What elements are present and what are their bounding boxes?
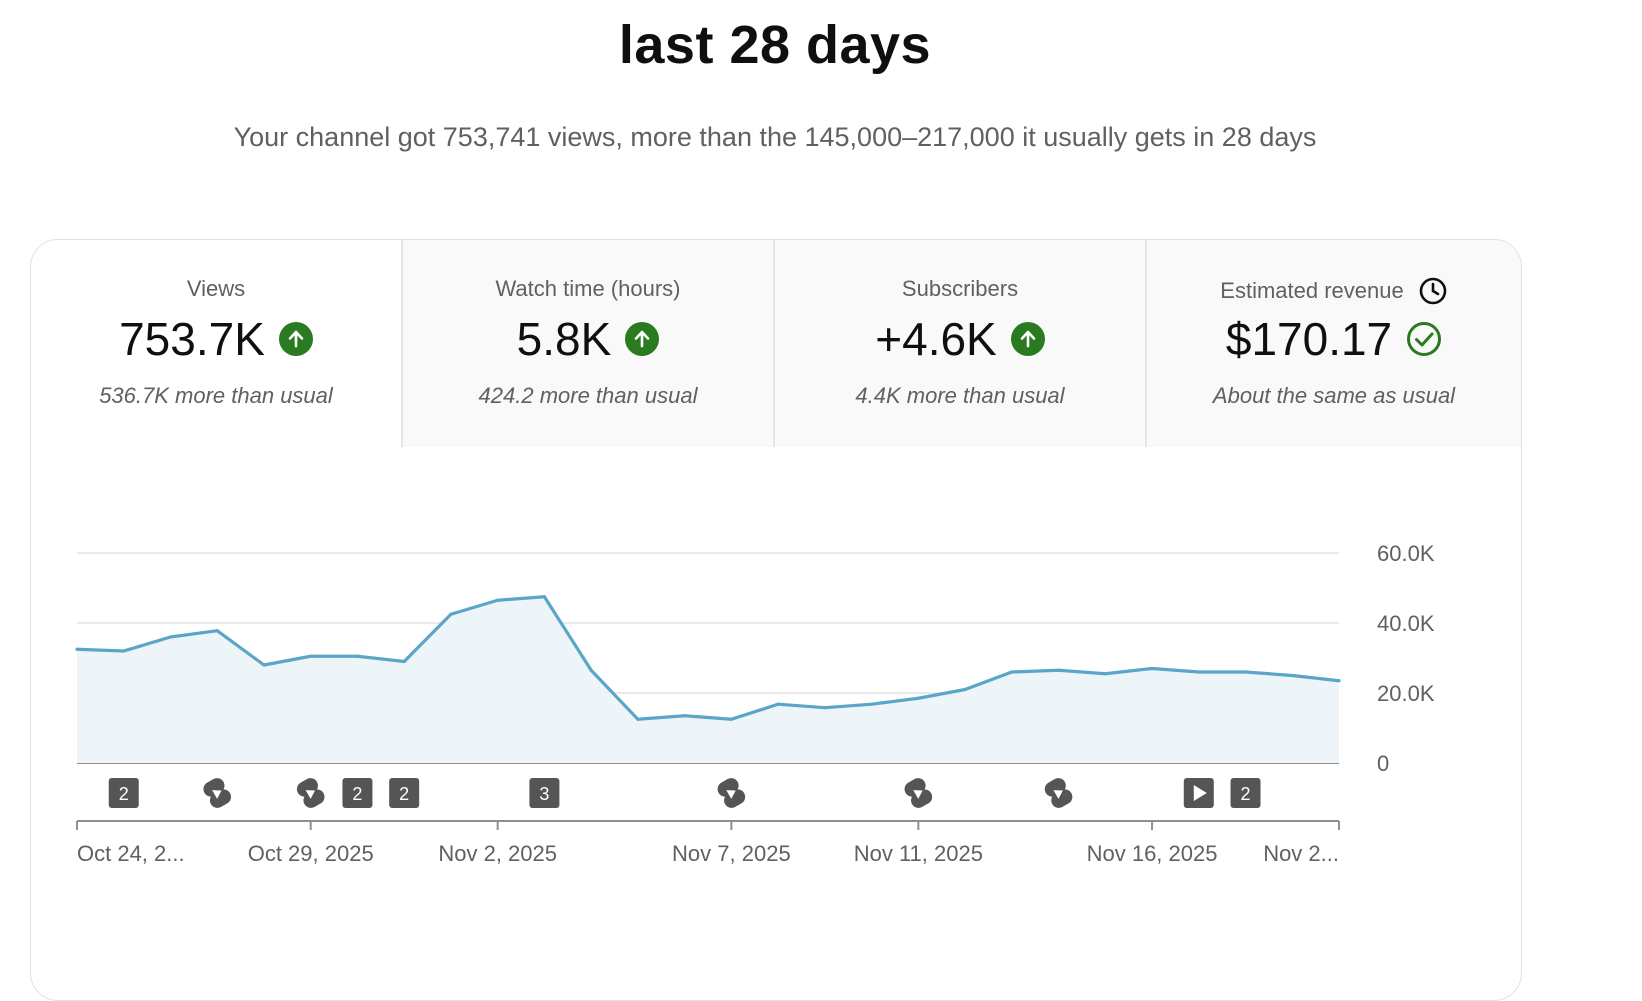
video-count-marker[interactable]: 2 bbox=[389, 778, 420, 808]
x-tick-label: Oct 29, 2025 bbox=[248, 841, 374, 866]
x-tick-label: Nov 7, 2025 bbox=[672, 841, 791, 866]
page-subtitle: Your channel got 753,741 views, more tha… bbox=[233, 122, 1317, 152]
arrow-up-icon bbox=[278, 322, 313, 356]
video-count-marker[interactable]: 2 bbox=[108, 778, 139, 808]
shorts-marker-icon[interactable] bbox=[902, 775, 935, 810]
tab-note: 424.2 more than usual bbox=[478, 383, 698, 408]
data-point bbox=[542, 595, 547, 599]
tab-value: 5.8K bbox=[403, 312, 773, 366]
tab-value-text: 5.8K bbox=[516, 313, 612, 365]
views-chart: 0 20.0K 40.0K 60.0K 2 2 2 3 2 Oct 24, 2... Oct 29,… bbox=[31, 447, 1521, 1000]
tab-note: 4.4K more than usual bbox=[855, 383, 1065, 408]
data-point bbox=[1150, 666, 1154, 671]
data-point bbox=[869, 702, 874, 706]
y-tick-label: 20.0K bbox=[1377, 681, 1435, 706]
svg-text:2: 2 bbox=[399, 784, 409, 804]
data-point bbox=[75, 647, 79, 651]
shorts-marker-icon[interactable] bbox=[201, 775, 234, 810]
data-point bbox=[215, 629, 219, 633]
y-tick-label: 60.0K bbox=[1377, 541, 1435, 566]
data-point bbox=[1010, 670, 1014, 674]
views-chart-svg: 0 20.0K 40.0K 60.0K 2 2 2 3 2 Oct 24, 2... Oct 29,… bbox=[75, 541, 1435, 866]
svg-text:3: 3 bbox=[539, 784, 549, 804]
tab-label-text: Estimated revenue bbox=[1220, 278, 1404, 303]
video-count-marker[interactable]: 2 bbox=[1230, 778, 1261, 808]
tab-label-text: Watch time (hours) bbox=[495, 276, 681, 301]
analytics-card: Views 753.7K 536.7K more than usual Watc… bbox=[30, 239, 1522, 1001]
data-point bbox=[496, 598, 500, 602]
data-point bbox=[823, 706, 827, 710]
tab-value: $170.17 bbox=[1147, 312, 1521, 366]
x-tick-label: Nov 2... bbox=[1263, 841, 1339, 866]
tab-value-text: +4.6K bbox=[875, 313, 997, 365]
tab-label-text: Views bbox=[186, 276, 246, 301]
data-point bbox=[309, 654, 313, 658]
data-point bbox=[589, 668, 593, 672]
data-point bbox=[1103, 672, 1107, 676]
data-point bbox=[963, 687, 967, 692]
metric-tabs: Views 753.7K 536.7K more than usual Watc… bbox=[31, 240, 1521, 447]
data-point bbox=[1056, 668, 1061, 672]
data-point bbox=[168, 635, 173, 639]
data-point bbox=[636, 717, 640, 721]
tab-label: Views bbox=[31, 276, 401, 302]
tab-value-text: $170.17 bbox=[1225, 313, 1393, 365]
x-tick-label: Nov 16, 2025 bbox=[1087, 841, 1218, 866]
series-area bbox=[77, 596, 1339, 763]
tab-subscribers[interactable]: Subscribers +4.6K 4.4K more than usual bbox=[775, 240, 1147, 447]
tab-watch-time[interactable]: Watch time (hours) 5.8K 424.2 more than … bbox=[403, 240, 775, 447]
tab-label: Watch time (hours) bbox=[403, 276, 773, 302]
shorts-marker-icon[interactable] bbox=[294, 775, 327, 810]
tab-note: 536.7K more than usual bbox=[99, 383, 333, 408]
tab-value: 753.7K bbox=[31, 312, 401, 366]
svg-text:2: 2 bbox=[352, 784, 362, 804]
data-point bbox=[1290, 673, 1294, 678]
shorts-marker-icon[interactable] bbox=[1042, 775, 1075, 810]
video-count-marker[interactable]: 2 bbox=[342, 778, 373, 808]
tab-estimated-revenue[interactable]: Estimated revenue $170.17 About the same… bbox=[1147, 240, 1521, 447]
data-point bbox=[776, 702, 780, 706]
data-point bbox=[683, 714, 687, 718]
check-circle-icon bbox=[1406, 321, 1442, 357]
data-point bbox=[122, 649, 126, 653]
x-tick-label: Oct 24, 2... bbox=[77, 841, 185, 866]
tab-label: Subscribers bbox=[775, 276, 1145, 302]
video-count-marker[interactable]: 3 bbox=[529, 778, 560, 808]
data-point bbox=[1243, 670, 1248, 674]
shorts-marker-icon[interactable] bbox=[715, 775, 748, 810]
data-point bbox=[402, 659, 406, 664]
arrow-up-icon bbox=[625, 322, 660, 356]
y-tick-label: 40.0K bbox=[1377, 611, 1435, 636]
x-tick-label: Nov 2, 2025 bbox=[438, 841, 557, 866]
data-point bbox=[262, 663, 266, 667]
data-point bbox=[916, 696, 920, 700]
tab-note: About the same as usual bbox=[1212, 383, 1456, 408]
y-tick-label: 0 bbox=[1377, 751, 1389, 776]
data-point bbox=[1337, 679, 1341, 683]
tab-label: Estimated revenue bbox=[1147, 276, 1521, 306]
page-title: last 28 days bbox=[618, 15, 932, 75]
arrow-up-icon bbox=[1010, 322, 1045, 356]
data-point bbox=[355, 654, 360, 658]
tab-label-text: Subscribers bbox=[901, 276, 1019, 301]
tab-value: +4.6K bbox=[775, 312, 1145, 366]
tab-views[interactable]: Views 753.7K 536.7K more than usual bbox=[31, 240, 403, 447]
data-point bbox=[729, 717, 733, 721]
svg-text:2: 2 bbox=[119, 784, 129, 804]
svg-text:2: 2 bbox=[1241, 784, 1251, 804]
data-point bbox=[1197, 670, 1201, 674]
clock-icon bbox=[1418, 276, 1448, 306]
x-tick-label: Nov 11, 2025 bbox=[854, 841, 983, 866]
data-point bbox=[449, 612, 453, 616]
video-play-marker-icon[interactable] bbox=[1183, 778, 1214, 808]
tab-value-text: 753.7K bbox=[119, 313, 265, 365]
series-line bbox=[76, 595, 1340, 721]
